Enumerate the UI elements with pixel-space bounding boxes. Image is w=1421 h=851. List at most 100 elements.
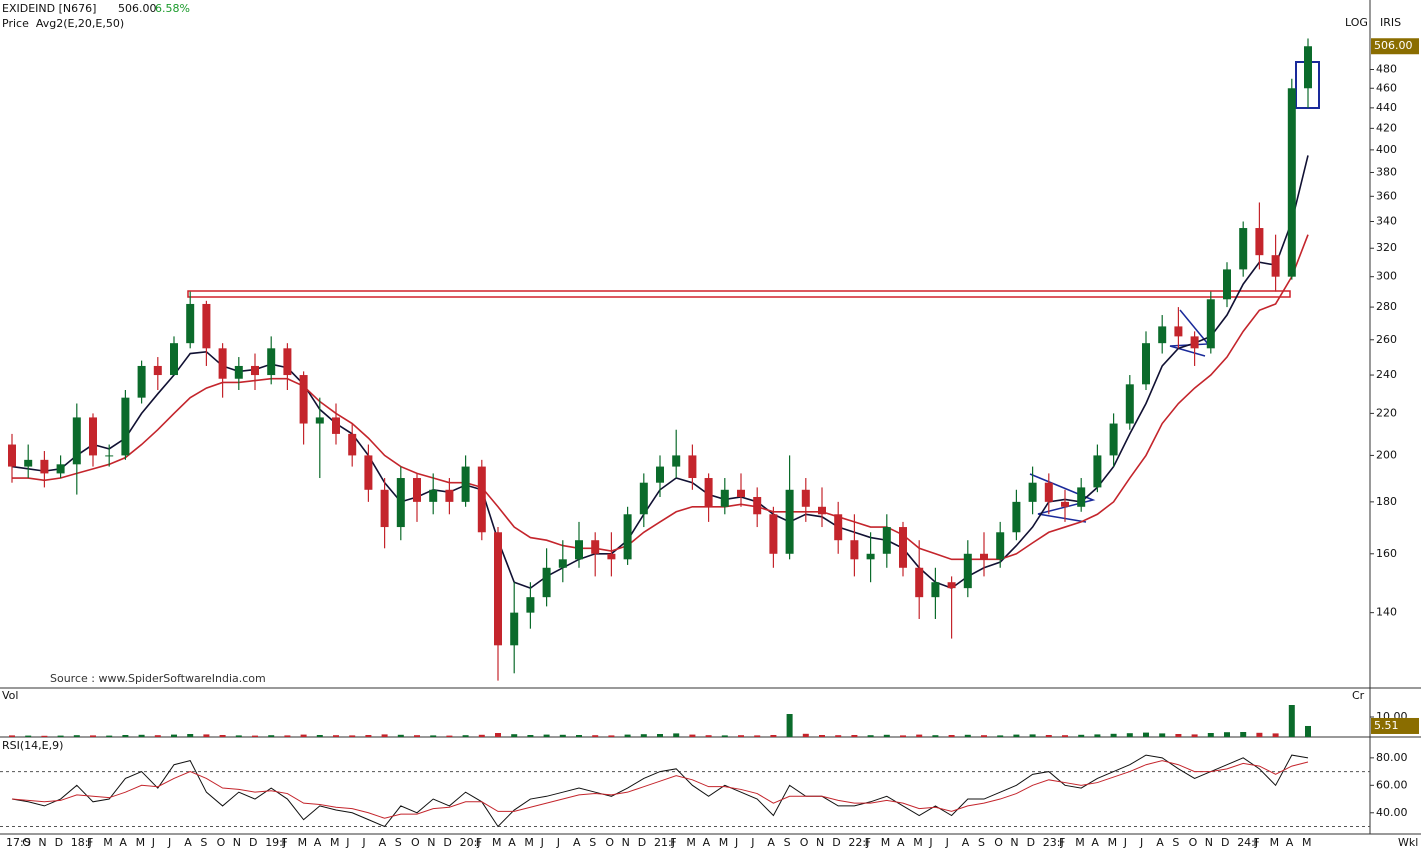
volume-bar [916, 734, 923, 737]
x-tick-label: D [443, 836, 451, 849]
volume-bar [1272, 733, 1279, 737]
x-tick-label: M [719, 836, 729, 849]
x-tick-label: M [1270, 836, 1280, 849]
candle-body [24, 459, 33, 467]
volume-bar [300, 734, 307, 737]
candle-body [850, 540, 859, 560]
volume-bar [430, 735, 437, 737]
volume-bar [543, 734, 550, 737]
volume-bar [495, 733, 501, 737]
x-tick-label: 21:J [654, 836, 675, 849]
candle-body [753, 496, 762, 515]
volume-bar [770, 735, 777, 737]
candle-body [1044, 482, 1053, 502]
x-tick-label: J [945, 836, 949, 849]
candle-body [105, 455, 114, 457]
candle-body [882, 527, 891, 554]
candle-body [8, 444, 16, 467]
volume-bar [1240, 732, 1247, 737]
candle-body [818, 506, 826, 515]
y-tick-label: 280 [1376, 300, 1397, 313]
candle-body [121, 397, 130, 456]
volume-bar [1062, 735, 1068, 737]
y-tick-label: 380 [1376, 165, 1397, 178]
x-tick-label: M [330, 836, 340, 849]
x-tick-label: D [249, 836, 257, 849]
volume-tag [1371, 717, 1419, 734]
x-tick-label: D [638, 836, 646, 849]
volume-bar [9, 735, 15, 737]
volume-bar [316, 735, 323, 737]
volume-bar [268, 735, 275, 737]
volume-bar [349, 735, 356, 737]
y-tick-label: 200 [1376, 448, 1397, 461]
x-tick-label: A [767, 836, 775, 849]
x-tick-label: J [540, 836, 544, 849]
x-tick-label: J [750, 836, 754, 849]
volume-bar [640, 734, 647, 737]
y-tick-label: 40.00 [1376, 806, 1408, 819]
candle-body [1239, 228, 1248, 270]
volume-bar [786, 714, 793, 737]
x-tick-label: M [492, 836, 502, 849]
x-tick-label: 19:J [265, 836, 286, 849]
candle-body [1028, 482, 1037, 502]
candle-body [429, 489, 438, 502]
candle-body [866, 553, 875, 560]
volume-bar [624, 734, 631, 737]
volume-bar [1126, 733, 1133, 737]
volume-bar [414, 735, 420, 737]
x-tick-label: J [1139, 836, 1143, 849]
y-tick-label: 440 [1376, 101, 1397, 114]
volume-bar [900, 735, 906, 737]
y-tick-label: 320 [1376, 241, 1397, 254]
volume-bar [381, 734, 388, 737]
x-tick-label: A [119, 836, 127, 849]
candle-body [267, 348, 276, 376]
candle-body [834, 514, 843, 541]
volume-bar [1110, 733, 1117, 737]
candle-body [558, 559, 567, 568]
candle-body [494, 532, 502, 646]
x-tick-label: M [1302, 836, 1312, 849]
x-tick-label: M [1108, 836, 1118, 849]
candle-body [639, 482, 648, 515]
candle-body [1093, 455, 1102, 488]
candle-body [445, 489, 454, 502]
candle-body [56, 464, 65, 474]
volume-bar [203, 734, 210, 737]
candle-body [1174, 326, 1183, 337]
volume-bar [1305, 725, 1311, 737]
x-tick-label: N [816, 836, 824, 849]
y-tick-label: 140 [1376, 606, 1397, 619]
volume-bar [1045, 735, 1052, 737]
x-tick-label: J [928, 836, 932, 849]
x-tick-label: M [103, 836, 113, 849]
volume-bar [851, 735, 858, 737]
candle-body [1271, 255, 1280, 277]
indicator-label: Price Avg2(E,20,E,50) [2, 17, 124, 30]
candle-body [1223, 269, 1231, 300]
volume-bar [57, 735, 64, 737]
candle-body [656, 466, 664, 483]
price-tag-label: 506.00 [1374, 39, 1413, 52]
x-tick-label: N [427, 836, 435, 849]
candle-body [137, 365, 146, 398]
candle-body [283, 348, 292, 376]
candle-body [348, 433, 357, 456]
candle-body [526, 597, 535, 613]
volume-bar [883, 734, 890, 737]
volume-bar [689, 734, 696, 737]
y-tick-label: 480 [1376, 63, 1397, 76]
y-tick-label: 360 [1376, 189, 1397, 202]
y-tick-label: 180 [1376, 495, 1397, 508]
volume-bar [1191, 734, 1198, 737]
x-tick-label: J [556, 836, 560, 849]
candle-body [1206, 299, 1215, 349]
candle-body [980, 553, 988, 560]
rsi-line [11, 760, 1309, 819]
x-tick-label: A [379, 836, 387, 849]
candle-body [40, 459, 49, 474]
